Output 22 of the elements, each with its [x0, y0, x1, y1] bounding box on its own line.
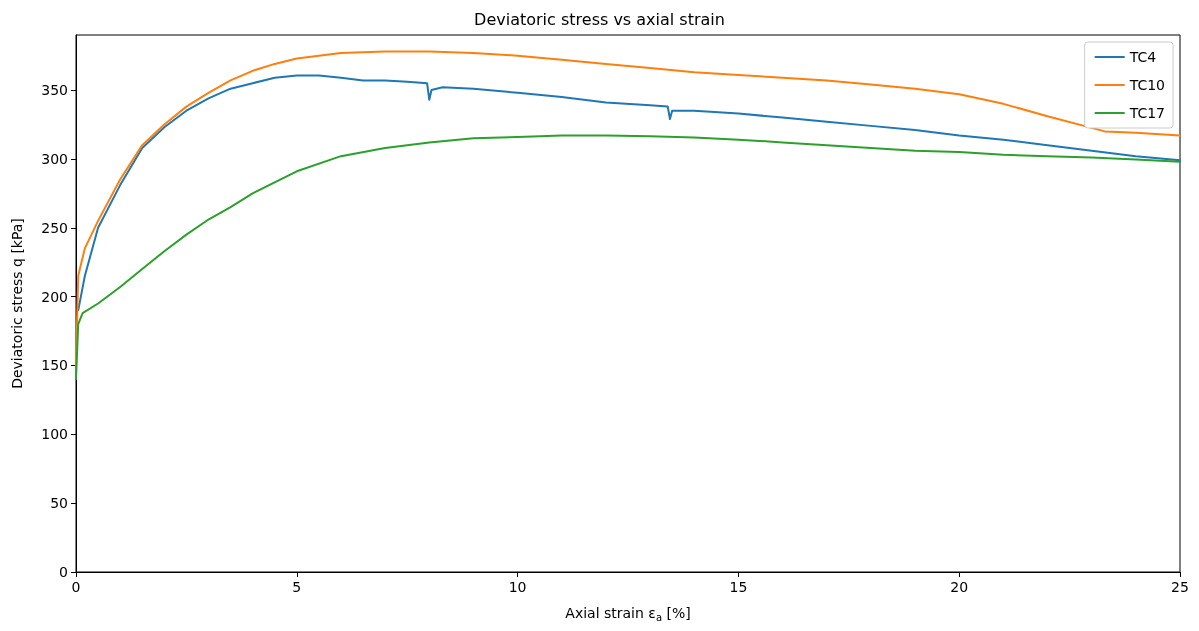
y-tick-label: 200	[41, 288, 68, 305]
y-tick-label: 300	[41, 150, 68, 167]
x-tick-label: 15	[729, 579, 748, 595]
legend-label: TC4	[1128, 49, 1157, 65]
chart-title: Deviatoric stress vs axial strain	[474, 9, 725, 29]
line-series	[75, 50, 1181, 367]
x-tick-label: 25	[1171, 579, 1189, 595]
x-tick-label: 0	[71, 579, 81, 595]
legend-label: TC17	[1128, 105, 1166, 121]
y-axis-title: Deviatoric stress q [kPa]	[9, 218, 25, 389]
line-series	[77, 74, 1181, 312]
y-tick-label: 0	[59, 564, 68, 580]
x-tick-label: 5	[292, 579, 302, 595]
y-tick-label: 50	[50, 495, 68, 512]
x-tick-label: 10	[508, 579, 527, 595]
y-tick-label: 100	[41, 426, 68, 443]
y-tick-label: 350	[41, 82, 68, 99]
y-tick-label: 150	[41, 357, 68, 374]
line-series	[75, 134, 1181, 381]
x-tick-label: 20	[950, 579, 969, 595]
legend-label: TC10	[1128, 77, 1166, 93]
y-tick-label: 250	[41, 219, 68, 236]
